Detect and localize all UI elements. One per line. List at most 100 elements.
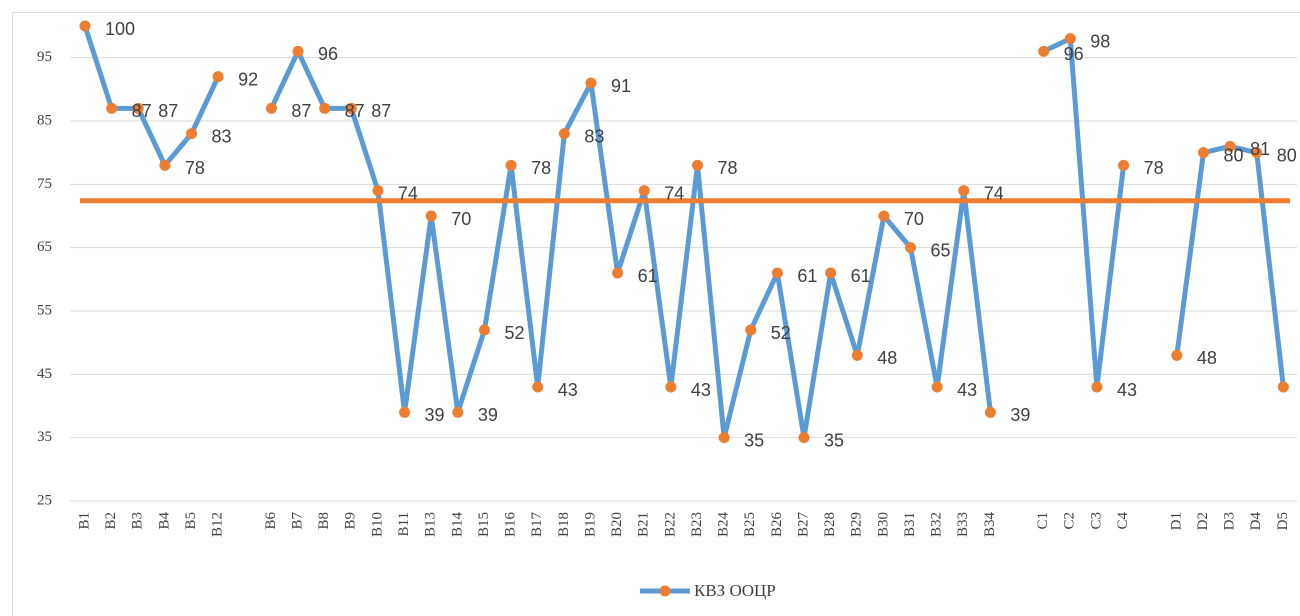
data-label: 78 <box>717 158 737 178</box>
data-label: 61 <box>797 266 817 286</box>
marker <box>452 406 464 418</box>
data-label: 87 <box>158 101 178 121</box>
x-tick-label: D2 <box>1195 512 1211 530</box>
y-tick-label: 35 <box>37 429 52 445</box>
marker <box>1064 33 1076 45</box>
x-tick-label: B13 <box>423 512 439 537</box>
x-tick-label: C1 <box>1035 512 1051 530</box>
x-tick-label: B29 <box>849 512 865 537</box>
data-label: 83 <box>584 126 604 146</box>
data-label: 74 <box>664 183 684 203</box>
data-label: 80 <box>1223 145 1243 165</box>
marker <box>505 159 517 171</box>
y-tick-label: 25 <box>37 492 52 508</box>
x-tick-label: B30 <box>875 512 891 537</box>
data-label: 61 <box>638 266 658 286</box>
data-label: 48 <box>1197 348 1217 368</box>
marker <box>106 102 118 114</box>
data-label: 87 <box>291 101 311 121</box>
x-tick-label: C2 <box>1062 512 1078 530</box>
data-label: 100 <box>105 19 135 39</box>
x-tick-label: B4 <box>156 512 172 530</box>
marker <box>1091 381 1103 393</box>
data-label: 70 <box>904 209 924 229</box>
marker <box>558 128 570 140</box>
x-tick-label: B6 <box>263 512 279 530</box>
x-tick-label: B25 <box>742 512 758 537</box>
y-tick-label: 95 <box>37 49 52 65</box>
marker <box>1118 159 1130 171</box>
marker <box>1224 140 1236 152</box>
marker <box>1171 349 1183 361</box>
data-label: 78 <box>1144 158 1164 178</box>
legend-label: КВЗ ООЦР <box>694 581 776 600</box>
series-line <box>82 25 1286 441</box>
data-label: 81 <box>1250 139 1270 159</box>
data-label: 92 <box>238 69 258 89</box>
x-tick-label: C4 <box>1115 512 1131 530</box>
data-label: 74 <box>984 183 1004 203</box>
x-tick-label: B24 <box>716 512 732 538</box>
x-tick-label: B33 <box>955 512 971 537</box>
marker <box>79 20 91 32</box>
chart-border <box>12 12 1300 616</box>
y-tick-label: 45 <box>37 366 52 382</box>
x-tick-label: B23 <box>689 512 705 537</box>
x-tick-label: D3 <box>1222 512 1238 530</box>
x-tick-label: B27 <box>795 512 811 538</box>
data-label: 48 <box>877 348 897 368</box>
data-label: 35 <box>744 430 764 450</box>
marker <box>532 381 544 393</box>
marker <box>718 432 730 444</box>
marker <box>265 102 277 114</box>
x-tick-label: B2 <box>103 512 119 530</box>
marker <box>958 185 970 197</box>
x-tick-label: B28 <box>822 512 838 537</box>
x-tick-label: C3 <box>1088 512 1104 530</box>
x-tick-label: B19 <box>582 512 598 537</box>
data-label: 80 <box>1277 145 1297 165</box>
legend-marker <box>659 585 671 597</box>
x-tick-label: B26 <box>769 512 785 538</box>
marker <box>851 349 863 361</box>
marker <box>319 102 331 114</box>
data-label: 96 <box>1064 44 1084 64</box>
data-label: 43 <box>558 380 578 400</box>
data-label: 78 <box>185 158 205 178</box>
marker <box>691 159 703 171</box>
marker <box>345 102 357 114</box>
data-label: 39 <box>1010 405 1030 425</box>
x-tick-label: B3 <box>130 512 146 530</box>
marker <box>1197 147 1209 159</box>
x-tick-label: B34 <box>982 512 998 538</box>
marker <box>878 210 890 222</box>
marker <box>771 267 783 279</box>
marker <box>665 381 677 393</box>
marker <box>798 432 810 444</box>
x-tick-label: B32 <box>929 512 945 537</box>
marker <box>212 71 224 83</box>
marker <box>931 381 943 393</box>
x-tick-label: B5 <box>183 512 199 530</box>
data-label: 98 <box>1090 31 1110 51</box>
marker <box>984 406 996 418</box>
y-tick-label: 65 <box>37 239 52 255</box>
x-tick-label: B11 <box>396 512 412 536</box>
data-label: 39 <box>478 405 498 425</box>
marker <box>612 267 624 279</box>
x-tick-label: B21 <box>636 512 652 537</box>
data-label: 43 <box>691 380 711 400</box>
y-tick-label: 75 <box>37 176 52 192</box>
x-tick-label: B15 <box>476 512 492 537</box>
x-tick-label: B7 <box>289 512 305 530</box>
marker <box>1038 45 1050 57</box>
x-tick-label: B9 <box>343 512 359 530</box>
data-label: 52 <box>771 323 791 343</box>
x-tick-label: B18 <box>556 512 572 537</box>
marker <box>1251 147 1263 159</box>
marker <box>825 267 837 279</box>
y-tick-label: 85 <box>37 112 52 128</box>
x-tick-label: B8 <box>316 512 332 530</box>
data-label: 83 <box>212 126 232 146</box>
